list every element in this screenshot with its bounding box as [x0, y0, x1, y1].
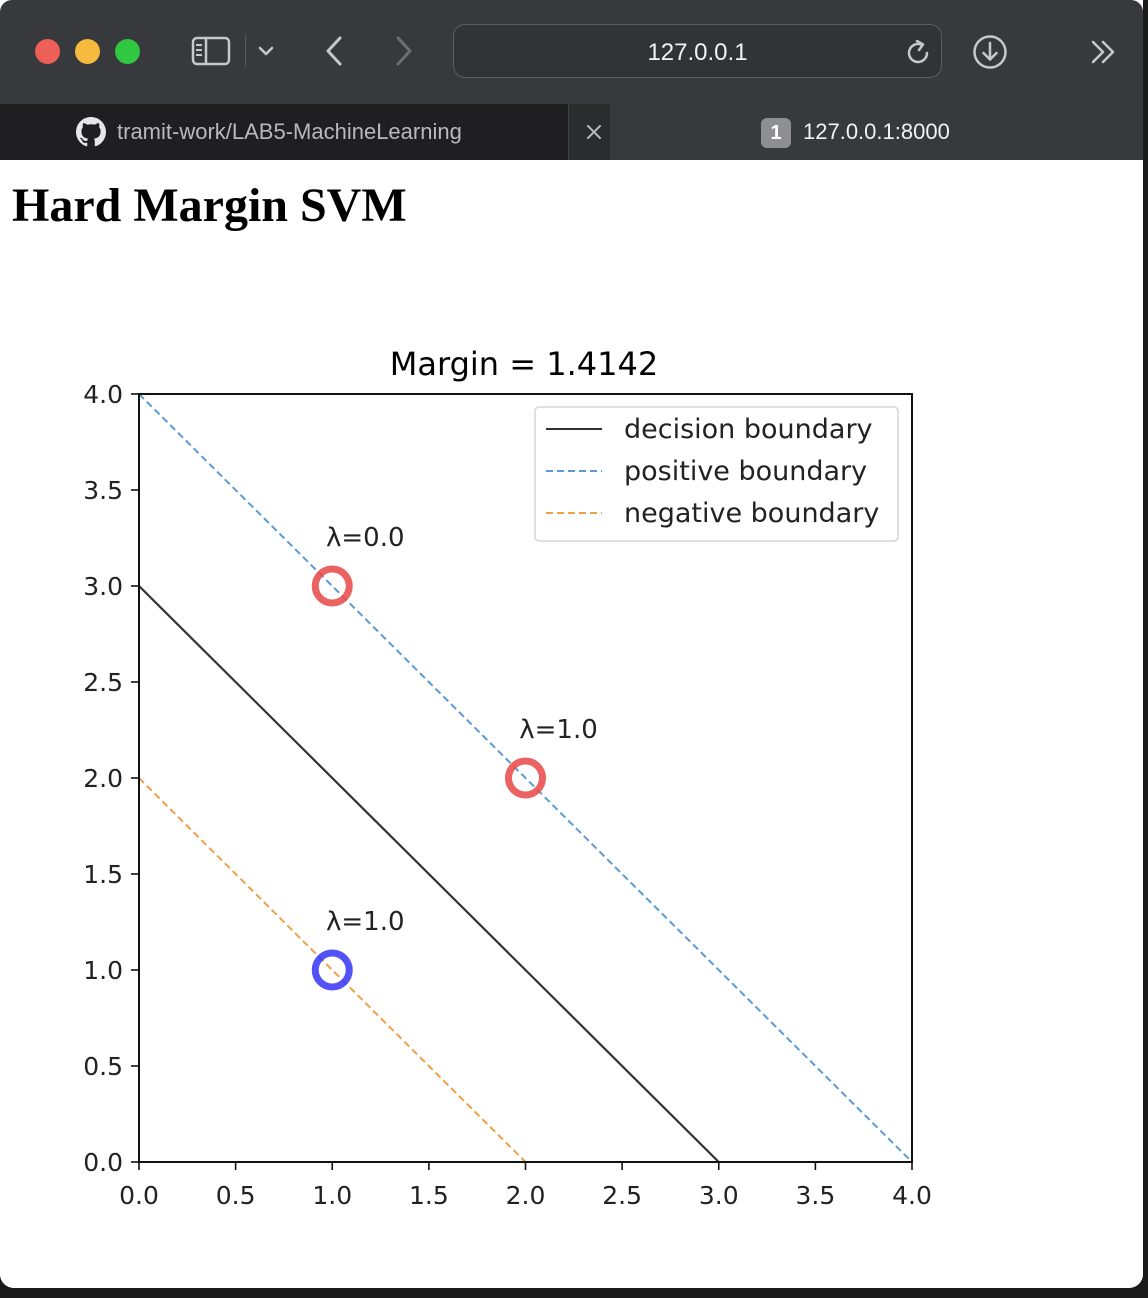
data-point: [311, 949, 353, 991]
legend-label: decision boundary: [624, 414, 873, 445]
data-point: [505, 757, 546, 799]
chevron-left-icon: [326, 36, 342, 66]
series-line-decision-boundary: [138, 585, 720, 1163]
x-tick-label: 3.0: [699, 1181, 739, 1210]
forward-button[interactable]: [386, 30, 422, 72]
toolbar-separator: [245, 35, 246, 67]
y-tick-label: 0.5: [83, 1052, 123, 1081]
x-tick-label: 0.5: [216, 1181, 256, 1210]
x-tick-label: 3.5: [795, 1181, 835, 1210]
x-tick-label: 1.5: [409, 1181, 449, 1210]
tab-count-badge: 1: [761, 118, 791, 148]
legend-box: [534, 406, 899, 542]
close-tab-button[interactable]: [580, 118, 608, 146]
x-tick-label: 2.5: [602, 1181, 642, 1210]
page-title: Hard Margin SVM: [12, 179, 407, 232]
series-line-positive-boundary: [138, 393, 913, 1163]
chevron-right-icon: [396, 36, 412, 66]
x-tick-label: 1.0: [312, 1181, 352, 1210]
y-tick-label: 1.0: [83, 956, 123, 985]
chart-svg: Margin = 1.4142 λ=0.0 λ=1.0 λ=1.0 0.0 0.5 1.0…: [83, 345, 932, 1210]
download-icon: [973, 35, 1007, 69]
x-tick-label: 4.0: [892, 1181, 932, 1210]
tab-title: tramit-work/LAB5-MachineLearning: [117, 119, 462, 144]
double-chevron-right-icon: [1091, 40, 1115, 64]
close-window-button[interactable]: [35, 39, 60, 64]
legend-label: negative boundary: [624, 498, 879, 529]
chevron-down-icon: [258, 46, 274, 56]
tab-github[interactable]: tramit-work/LAB5-MachineLearning: [0, 104, 569, 160]
github-icon: [76, 117, 106, 147]
y-tick-label: 2.5: [83, 668, 123, 697]
downloads-button[interactable]: [970, 32, 1010, 72]
y-tick-label: 0.0: [83, 1148, 123, 1177]
point-label: λ=0.0: [326, 523, 405, 553]
y-tick-label: 3.5: [83, 476, 123, 505]
tab-title: 127.0.0.1:8000: [803, 119, 950, 144]
point-label: λ=1.0: [326, 907, 405, 937]
sidebar-icon: [191, 36, 231, 66]
minimize-window-button[interactable]: [75, 39, 100, 64]
x-tick-label: 2.0: [506, 1181, 546, 1210]
reload-icon: [907, 39, 929, 64]
reload-button[interactable]: [900, 36, 936, 70]
more-tools-button[interactable]: [1086, 34, 1122, 70]
tab-bar: tramit-work/LAB5-MachineLearning 1 127.0…: [0, 104, 1143, 160]
chart-title: Margin = 1.4142: [390, 345, 658, 383]
svm-chart: Margin = 1.4142 λ=0.0 λ=1.0 λ=1.0 0.0 0.5 1.0…: [0, 330, 960, 1215]
browser-toolbar: 127.0.0.1: [0, 0, 1143, 104]
y-tick-label: 1.5: [83, 860, 123, 889]
maximize-window-button[interactable]: [115, 39, 140, 64]
y-tick-label: 3.0: [83, 572, 123, 601]
tab-localhost[interactable]: 1 127.0.0.1:8000: [610, 104, 1143, 160]
tab-overview-dropdown-button[interactable]: [252, 36, 280, 66]
y-tick-label: 2.0: [83, 764, 123, 793]
data-point: [311, 565, 353, 607]
x-tick-label: 0.0: [119, 1181, 159, 1210]
legend-label: positive boundary: [624, 456, 867, 487]
plot-area: λ=0.0 λ=1.0 λ=1.0 0.0 0.5 1.0 1.5 2.0 2.5 3.0 3.5 4…: [83, 380, 932, 1210]
address-bar[interactable]: 127.0.0.1: [453, 24, 942, 78]
point-label: λ=1.0: [519, 715, 598, 745]
y-tick-label: 4.0: [83, 380, 123, 409]
back-button[interactable]: [316, 30, 352, 72]
page-content: Hard Margin SVM Margin = 1.4142 λ=0.0 λ=1…: [0, 160, 1143, 1288]
sidebar-toggle-button[interactable]: [188, 33, 234, 69]
series-line-negative-boundary: [138, 777, 527, 1163]
close-icon: [587, 125, 601, 139]
address-text: 127.0.0.1: [647, 39, 748, 66]
